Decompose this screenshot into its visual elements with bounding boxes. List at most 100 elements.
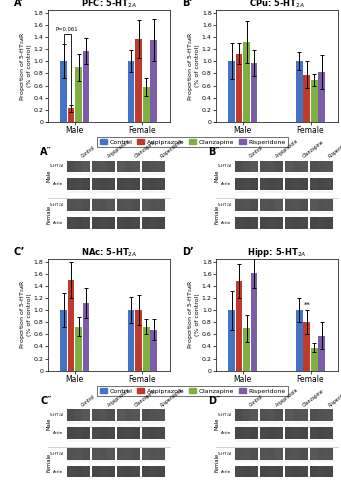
Legend: Control, Aripiprazole, Olanzapine, Risperidone: Control, Aripiprazole, Olanzapine, Rispe…	[97, 137, 288, 147]
FancyBboxPatch shape	[107, 448, 115, 460]
Bar	[296, 310, 302, 370]
Text: D’: D’	[182, 246, 193, 256]
FancyBboxPatch shape	[92, 410, 100, 421]
FancyBboxPatch shape	[100, 160, 107, 172]
Text: Actin: Actin	[53, 182, 63, 186]
FancyBboxPatch shape	[100, 410, 107, 421]
FancyBboxPatch shape	[300, 448, 308, 460]
Text: Aripiprazole: Aripiprazole	[275, 138, 300, 159]
FancyBboxPatch shape	[132, 160, 140, 172]
FancyBboxPatch shape	[243, 427, 250, 439]
FancyBboxPatch shape	[243, 410, 250, 421]
FancyBboxPatch shape	[243, 448, 250, 460]
FancyBboxPatch shape	[75, 466, 83, 477]
FancyBboxPatch shape	[285, 448, 293, 460]
FancyBboxPatch shape	[132, 217, 140, 228]
FancyBboxPatch shape	[293, 160, 300, 172]
FancyBboxPatch shape	[318, 466, 325, 477]
Text: 5-HT$_{2A}$: 5-HT$_{2A}$	[217, 450, 232, 458]
FancyBboxPatch shape	[83, 178, 90, 190]
FancyBboxPatch shape	[300, 160, 308, 172]
FancyBboxPatch shape	[310, 160, 318, 172]
FancyBboxPatch shape	[117, 427, 125, 439]
FancyBboxPatch shape	[150, 448, 157, 460]
FancyBboxPatch shape	[235, 199, 243, 211]
FancyBboxPatch shape	[83, 160, 90, 172]
FancyBboxPatch shape	[293, 178, 300, 190]
FancyBboxPatch shape	[260, 178, 268, 190]
FancyBboxPatch shape	[250, 160, 258, 172]
FancyBboxPatch shape	[100, 217, 107, 228]
Bar	[75, 68, 82, 122]
FancyBboxPatch shape	[293, 410, 300, 421]
Bar	[68, 108, 74, 122]
Bar	[143, 86, 150, 122]
FancyBboxPatch shape	[243, 199, 250, 211]
FancyBboxPatch shape	[75, 160, 83, 172]
FancyBboxPatch shape	[125, 160, 132, 172]
FancyBboxPatch shape	[310, 427, 318, 439]
FancyBboxPatch shape	[268, 199, 276, 211]
Text: Actin: Actin	[53, 220, 63, 224]
FancyBboxPatch shape	[325, 410, 333, 421]
FancyBboxPatch shape	[268, 178, 276, 190]
FancyBboxPatch shape	[107, 466, 115, 477]
FancyBboxPatch shape	[318, 160, 325, 172]
Text: 5-HT$_{2A}$: 5-HT$_{2A}$	[217, 202, 232, 209]
FancyBboxPatch shape	[325, 178, 333, 190]
FancyBboxPatch shape	[150, 178, 157, 190]
FancyBboxPatch shape	[100, 199, 107, 211]
Bar	[296, 62, 302, 122]
FancyBboxPatch shape	[83, 466, 90, 477]
FancyBboxPatch shape	[243, 178, 250, 190]
FancyBboxPatch shape	[260, 160, 268, 172]
FancyBboxPatch shape	[150, 466, 157, 477]
FancyBboxPatch shape	[132, 448, 140, 460]
FancyBboxPatch shape	[107, 178, 115, 190]
FancyBboxPatch shape	[157, 160, 165, 172]
FancyBboxPatch shape	[300, 217, 308, 228]
FancyBboxPatch shape	[268, 466, 276, 477]
Text: Olanzapine: Olanzapine	[133, 140, 157, 159]
FancyBboxPatch shape	[250, 448, 258, 460]
Y-axis label: Proportion of 5-HT$_{2A}$R
(% of control): Proportion of 5-HT$_{2A}$R (% of control…	[186, 280, 201, 349]
Text: Male: Male	[46, 169, 51, 181]
Bar	[83, 303, 89, 370]
FancyBboxPatch shape	[293, 448, 300, 460]
FancyBboxPatch shape	[276, 427, 283, 439]
FancyBboxPatch shape	[100, 448, 107, 460]
Bar	[150, 330, 157, 370]
Bar	[135, 39, 142, 122]
Text: Risperidone: Risperidone	[328, 138, 341, 159]
FancyBboxPatch shape	[285, 178, 293, 190]
FancyBboxPatch shape	[318, 217, 325, 228]
Bar	[60, 62, 67, 122]
FancyBboxPatch shape	[107, 427, 115, 439]
Text: B’: B’	[182, 0, 193, 8]
FancyBboxPatch shape	[276, 410, 283, 421]
FancyBboxPatch shape	[260, 410, 268, 421]
FancyBboxPatch shape	[318, 199, 325, 211]
FancyBboxPatch shape	[107, 410, 115, 421]
FancyBboxPatch shape	[150, 160, 157, 172]
Title: NAc: 5-HT$_{2A}$: NAc: 5-HT$_{2A}$	[80, 246, 137, 259]
FancyBboxPatch shape	[117, 466, 125, 477]
Bar	[135, 310, 142, 370]
Text: Female: Female	[214, 453, 220, 472]
FancyBboxPatch shape	[83, 199, 90, 211]
FancyBboxPatch shape	[117, 160, 125, 172]
FancyBboxPatch shape	[235, 466, 243, 477]
FancyBboxPatch shape	[150, 410, 157, 421]
FancyBboxPatch shape	[125, 178, 132, 190]
FancyBboxPatch shape	[132, 410, 140, 421]
FancyBboxPatch shape	[142, 199, 150, 211]
Text: B″: B″	[208, 148, 220, 158]
FancyBboxPatch shape	[125, 427, 132, 439]
Bar	[243, 328, 250, 370]
FancyBboxPatch shape	[132, 427, 140, 439]
Text: Male: Male	[214, 418, 220, 430]
Text: Actin: Actin	[53, 431, 63, 435]
FancyBboxPatch shape	[132, 178, 140, 190]
FancyBboxPatch shape	[117, 199, 125, 211]
FancyBboxPatch shape	[67, 427, 75, 439]
